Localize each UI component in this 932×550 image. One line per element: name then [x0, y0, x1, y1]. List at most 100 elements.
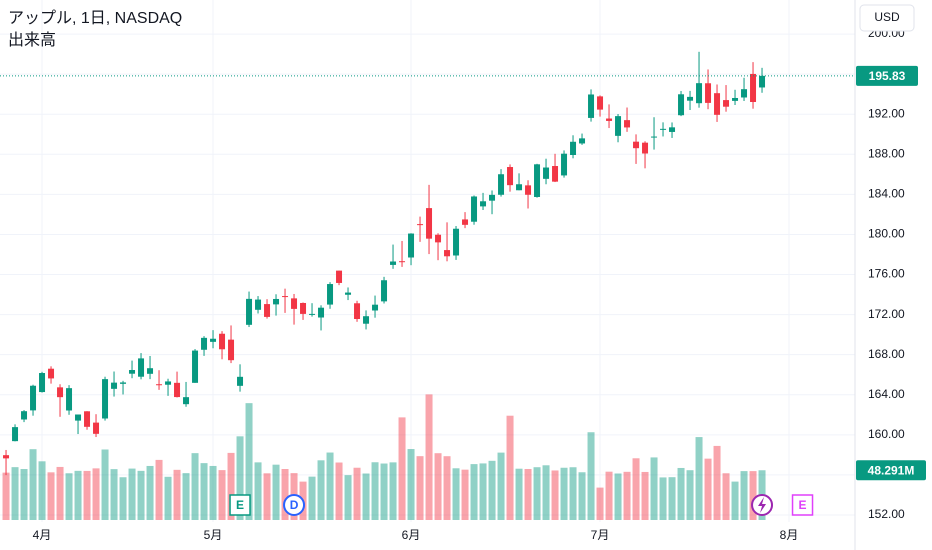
event-icon-bolt[interactable] [758, 497, 767, 513]
volume-bar [209, 465, 217, 520]
volume-bar [731, 481, 739, 520]
candle-body [354, 303, 361, 320]
candle-body [363, 316, 370, 324]
candle-body [390, 261, 397, 265]
volume-bar [227, 452, 235, 520]
volume-bar [425, 394, 433, 520]
event-badge[interactable] [229, 494, 251, 516]
volume-bar [650, 457, 658, 520]
volume-bar [713, 445, 721, 520]
volume-bar [533, 467, 541, 520]
volume-bar [11, 467, 19, 520]
volume-bar [434, 453, 442, 520]
volume-bar [479, 463, 487, 520]
volume-bar [137, 470, 145, 520]
volume-bar [677, 467, 685, 520]
candle-body [561, 153, 568, 176]
candle-body [417, 224, 424, 226]
volume-bar [452, 468, 460, 520]
event-label[interactable]: E [799, 498, 807, 512]
volume-bar [335, 462, 343, 520]
candle-body [687, 96, 694, 101]
candle-body [102, 379, 109, 419]
candle-body [39, 373, 46, 393]
candle-body [480, 201, 487, 207]
volume-bar [263, 473, 271, 520]
candle-body [183, 397, 190, 405]
event-label[interactable]: E [236, 498, 244, 512]
volume-bar [74, 470, 82, 520]
volume-bar [308, 476, 316, 520]
candle-body [597, 96, 604, 110]
candle-body [255, 299, 262, 310]
volume-bar [218, 470, 226, 520]
candle-body [723, 100, 730, 107]
candle-body [192, 350, 199, 383]
volume-bar [47, 472, 55, 520]
volume-bar [56, 466, 64, 520]
volume-bar [155, 459, 163, 520]
event-badge[interactable] [791, 494, 814, 516]
volume-bar [164, 476, 172, 520]
candle-body [165, 381, 172, 385]
volume-bar [20, 469, 28, 520]
candle-body [48, 368, 55, 379]
candle-body [75, 414, 82, 421]
volume-bar [515, 468, 523, 520]
volume-pane [2, 394, 766, 520]
volume-bar [497, 452, 505, 520]
candle-body [714, 93, 721, 115]
volume-bar [695, 437, 703, 520]
volume-bar [668, 477, 676, 520]
candle-body [273, 298, 280, 305]
y-tick-label: 168.00 [868, 347, 905, 361]
candle-body [462, 219, 469, 225]
candle-body [588, 94, 595, 118]
candle-body [507, 167, 514, 186]
candle-body [606, 118, 613, 121]
candle-body [498, 174, 505, 195]
volume-bar [83, 470, 91, 520]
volume-bar [380, 463, 388, 520]
volume-bar [245, 403, 253, 520]
candle-body [435, 234, 442, 243]
volume-bar [524, 468, 532, 520]
volume-bar [254, 462, 262, 520]
last-volume-box [856, 460, 926, 481]
candle-body [372, 304, 379, 311]
volume-bar [398, 417, 406, 520]
volume-bar [200, 463, 208, 520]
volume-bar [623, 471, 631, 520]
candle-body [219, 333, 226, 350]
candle-body [291, 298, 298, 309]
x-tick-label: 5月 [204, 528, 223, 542]
volume-bar [344, 475, 352, 520]
last-volume-label: 48.291M [868, 463, 915, 477]
candle-body [345, 292, 352, 295]
candle-body [489, 194, 496, 201]
candle-body [633, 141, 640, 149]
volume-bar [317, 460, 325, 520]
currency-label[interactable]: USD [874, 10, 900, 24]
volume-bar [560, 467, 568, 520]
candle-body [579, 138, 586, 144]
candle-body [237, 376, 244, 386]
candle-body [246, 298, 253, 325]
event-label[interactable]: D [290, 498, 299, 512]
candle-body [309, 313, 316, 315]
candle-body [156, 384, 163, 386]
candle-body [381, 280, 388, 302]
candle-body [660, 128, 667, 130]
candle-body [696, 83, 703, 104]
candle-body [426, 208, 433, 239]
volume-bar [632, 458, 640, 520]
event-badge[interactable] [283, 494, 306, 516]
volume-bar [569, 467, 577, 520]
y-tick-label: 160.00 [868, 427, 905, 441]
currency-button[interactable] [859, 4, 915, 32]
volume-bar [191, 453, 199, 520]
candle-body [30, 385, 37, 411]
volume-bar [65, 473, 73, 520]
